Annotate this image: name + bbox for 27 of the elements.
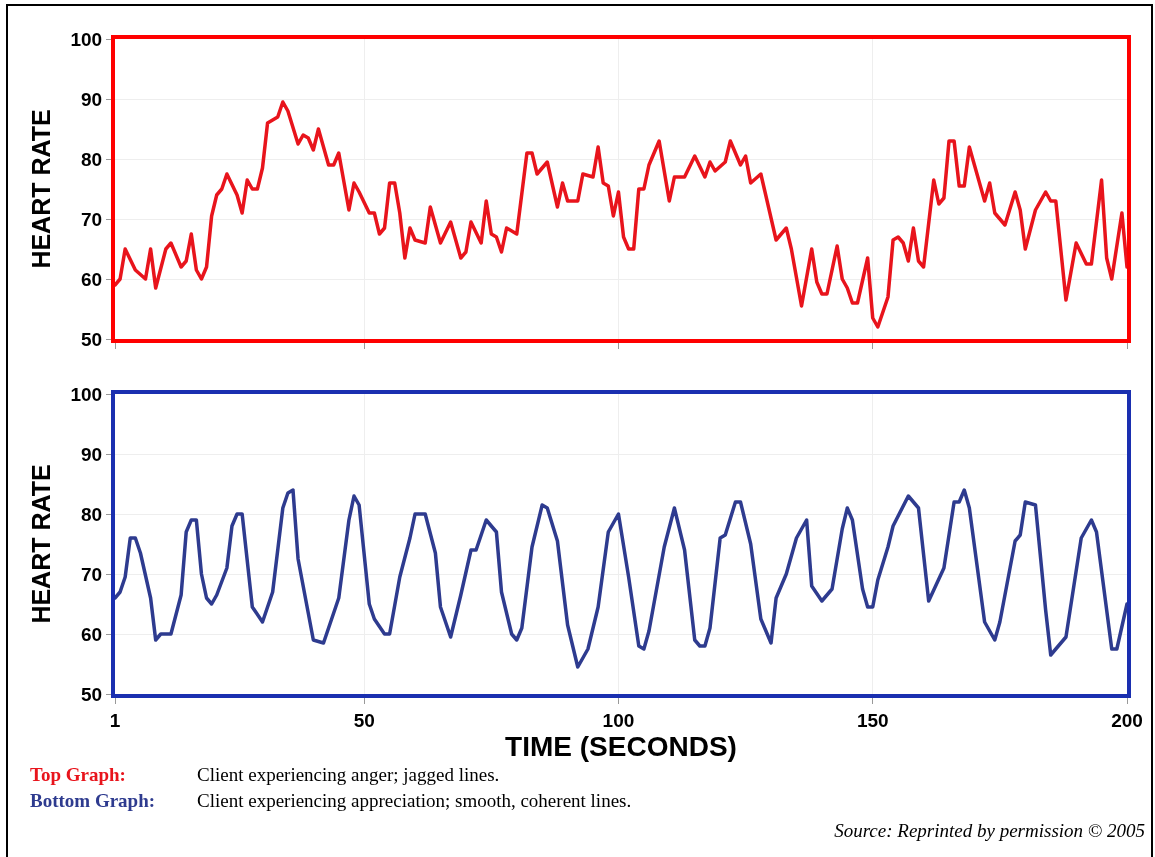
- text: Client experiencing appreciation; smooth, coherent lines.: [197, 790, 632, 813]
- text: Top Graph:: [30, 764, 127, 787]
- y-tick-label: 100: [70, 383, 103, 405]
- y-tick-label: 90: [81, 88, 103, 110]
- x-axis-title: TIME (SECONDS): [505, 730, 737, 762]
- x-tick-label: 150: [856, 709, 889, 731]
- x-tick-label: 100: [602, 709, 635, 731]
- x-tick-label: 50: [353, 709, 375, 731]
- y-axis-title: HEART RATE: [26, 464, 55, 624]
- source-note: Source: Reprinted by permission © 2005: [833, 819, 1145, 842]
- text: Client experiencing anger; jagged lines.: [197, 764, 500, 787]
- y-tick-label: 90: [81, 443, 103, 465]
- y-tick-label: 70: [81, 563, 103, 585]
- x-tick-label: 200: [1111, 709, 1143, 731]
- y-tick-label: 50: [81, 683, 103, 705]
- x-tick-label: 1: [109, 709, 121, 731]
- text: Bottom Graph:: [30, 790, 157, 813]
- y-tick-label: 100: [70, 28, 103, 50]
- y-tick-label: 60: [81, 623, 103, 645]
- y-tick-label: 70: [81, 208, 103, 230]
- y-tick-label: 80: [81, 148, 103, 170]
- y-tick-label: 80: [81, 503, 103, 525]
- y-axis-title: HEART RATE: [26, 109, 55, 269]
- y-tick-label: 60: [81, 268, 103, 290]
- line-series: [115, 488, 1127, 669]
- line-series: [115, 100, 1127, 329]
- y-tick-label: 50: [81, 328, 103, 350]
